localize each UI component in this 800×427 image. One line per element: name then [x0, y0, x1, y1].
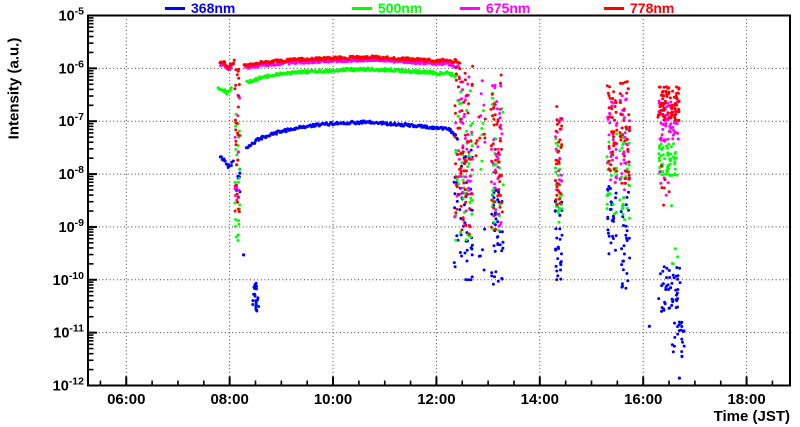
svg-text:18:00: 18:00 — [727, 391, 765, 408]
x-axis-label: Time (JST) — [713, 408, 790, 425]
legend-item-778nm: 778nm — [604, 1, 674, 15]
svg-text:10-5: 10-5 — [59, 6, 85, 25]
svg-text:10-8: 10-8 — [59, 164, 85, 183]
legend-label: 500nm — [378, 0, 423, 16]
svg-text:10-12: 10-12 — [53, 376, 84, 395]
svg-text:10:00: 10:00 — [314, 391, 352, 408]
axis-ticks — [88, 14, 774, 387]
legend-item-500nm: 500nm — [352, 1, 422, 15]
svg-text:08:00: 08:00 — [210, 391, 248, 408]
legend-item-368nm: 368nm — [165, 1, 235, 15]
legend-label: 675nm — [486, 0, 531, 16]
legend-marker — [352, 6, 372, 10]
svg-text:16:00: 16:00 — [624, 391, 662, 408]
svg-text:06:00: 06:00 — [107, 391, 145, 408]
svg-text:10-11: 10-11 — [53, 323, 84, 342]
plot-frame — [87, 14, 791, 387]
svg-text:10-7: 10-7 — [59, 111, 85, 130]
x-tick-labels: 06:00 08:00 10:00 12:00 14:00 16:00 18:00 — [107, 391, 766, 408]
legend-marker — [604, 6, 624, 10]
svg-text:12:00: 12:00 — [417, 391, 455, 408]
svg-text:14:00: 14:00 — [521, 391, 559, 408]
legend-label: 778nm — [630, 0, 675, 16]
legend-label: 368nm — [191, 0, 236, 16]
y-tick-labels: 10-5 10-6 10-7 10-8 10-9 10-10 10-11 10-12 — [53, 6, 84, 395]
svg-text:10-10: 10-10 — [53, 270, 84, 289]
y-axis-label: Intensity (a.u.) — [5, 37, 23, 140]
legend-marker — [165, 6, 185, 10]
series-368nm — [218, 119, 686, 380]
svg-text:10-6: 10-6 — [59, 58, 85, 77]
series-675nm — [219, 57, 680, 229]
svg-text:10-9: 10-9 — [59, 217, 85, 236]
legend-item-675nm: 675nm — [460, 1, 530, 15]
grid — [88, 15, 790, 386]
legend-marker — [460, 6, 480, 10]
series-778nm — [218, 54, 681, 236]
